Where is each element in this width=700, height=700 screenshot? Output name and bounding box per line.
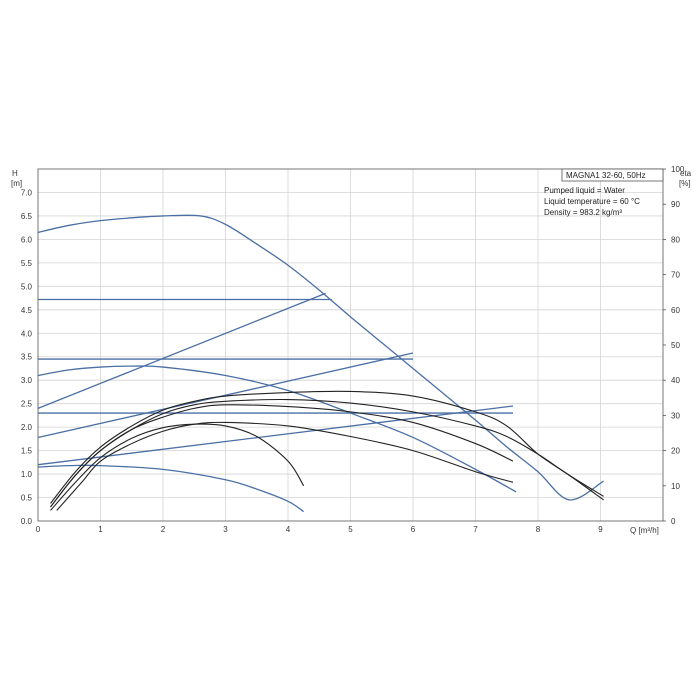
- x-tick-label: 7: [473, 525, 478, 534]
- proportional-line-7: [37, 352, 414, 439]
- eta-tick-label: 0: [671, 517, 676, 526]
- y-tick-label: 1.5: [21, 447, 33, 456]
- eta-curve-11: [50, 404, 514, 508]
- x-tick-label: 4: [286, 525, 291, 534]
- y-tick-label: 4.5: [21, 306, 33, 315]
- y-tick-label: 6.0: [21, 235, 33, 244]
- left-axis-label: H: [12, 169, 18, 178]
- grid: [38, 169, 663, 521]
- proportional-line-6: [37, 292, 326, 409]
- info-box: MAGNA1 32-60, 50Hz Pumped liquid = Water…: [544, 168, 664, 217]
- eta-tick-label: 70: [671, 271, 680, 280]
- eta-tick-label: 90: [671, 200, 680, 209]
- info-line-liquid: Pumped liquid = Water: [544, 186, 625, 195]
- eta-tick-label: 40: [671, 376, 680, 385]
- head-curve-4: [37, 365, 517, 493]
- x-tick-label: 5: [348, 525, 353, 534]
- x-axis-label: Q [m³/h]: [630, 526, 659, 535]
- y-tick-label: 2.0: [21, 423, 33, 432]
- y-tick-label: 0.5: [21, 494, 33, 503]
- x-tick-label: 9: [598, 525, 603, 534]
- y-tick-label: 3.0: [21, 376, 33, 385]
- title-box: [561, 168, 664, 182]
- x-tick-label: 2: [161, 525, 166, 534]
- eta-curve-12: [50, 423, 305, 511]
- eta-curve-13: [56, 421, 514, 511]
- eta-tick-label: 100: [671, 165, 685, 174]
- x-tick-label: 8: [536, 525, 541, 534]
- chart-title: MAGNA1 32-60, 50Hz: [566, 171, 646, 180]
- head-curve-0: [37, 214, 604, 501]
- eta-tick-label: 60: [671, 306, 680, 315]
- y-tick-label: 5.5: [21, 259, 33, 268]
- head-curve-5: [37, 464, 304, 513]
- eta-tick-label: 50: [671, 341, 680, 350]
- y-tick-label: 5.0: [21, 282, 33, 291]
- x-tick-label: 6: [411, 525, 416, 534]
- y-tick-label: 6.5: [21, 212, 33, 221]
- y-tick-label: 2.5: [21, 400, 33, 409]
- x-tick-label: 0: [36, 525, 41, 534]
- x-tick-label: 1: [98, 525, 103, 534]
- info-line-temperature: Liquid temperature = 60 °C: [544, 197, 640, 206]
- tick-labels: 0 1 2 3 4 5 6 7 8 9 0.0 0.5 1.0 1.5 2.0 2.5 3.0 3.5 4.0 4.5…: [21, 165, 685, 534]
- right-axis-label: eta: [680, 169, 692, 178]
- eta-tick-label: 80: [671, 235, 680, 244]
- x-tick-label: 3: [223, 525, 228, 534]
- y-tick-label: 7.0: [21, 188, 33, 197]
- eta-tick-label: 20: [671, 447, 680, 456]
- series-lines: [37, 214, 604, 513]
- eta-tick-label: 10: [671, 482, 680, 491]
- y-tick-label: 0.0: [21, 517, 33, 526]
- y-tick-label: 3.5: [21, 353, 33, 362]
- eta-tick-label: 30: [671, 411, 680, 420]
- y-tick-label: 1.0: [21, 470, 33, 479]
- eta-curve-10: [50, 390, 604, 504]
- y-tick-label: 4.0: [21, 329, 33, 338]
- right-axis-unit: [%]: [679, 179, 691, 188]
- left-axis-unit: [m]: [11, 179, 22, 188]
- info-line-density: Density = 983.2 kg/m³: [544, 208, 622, 217]
